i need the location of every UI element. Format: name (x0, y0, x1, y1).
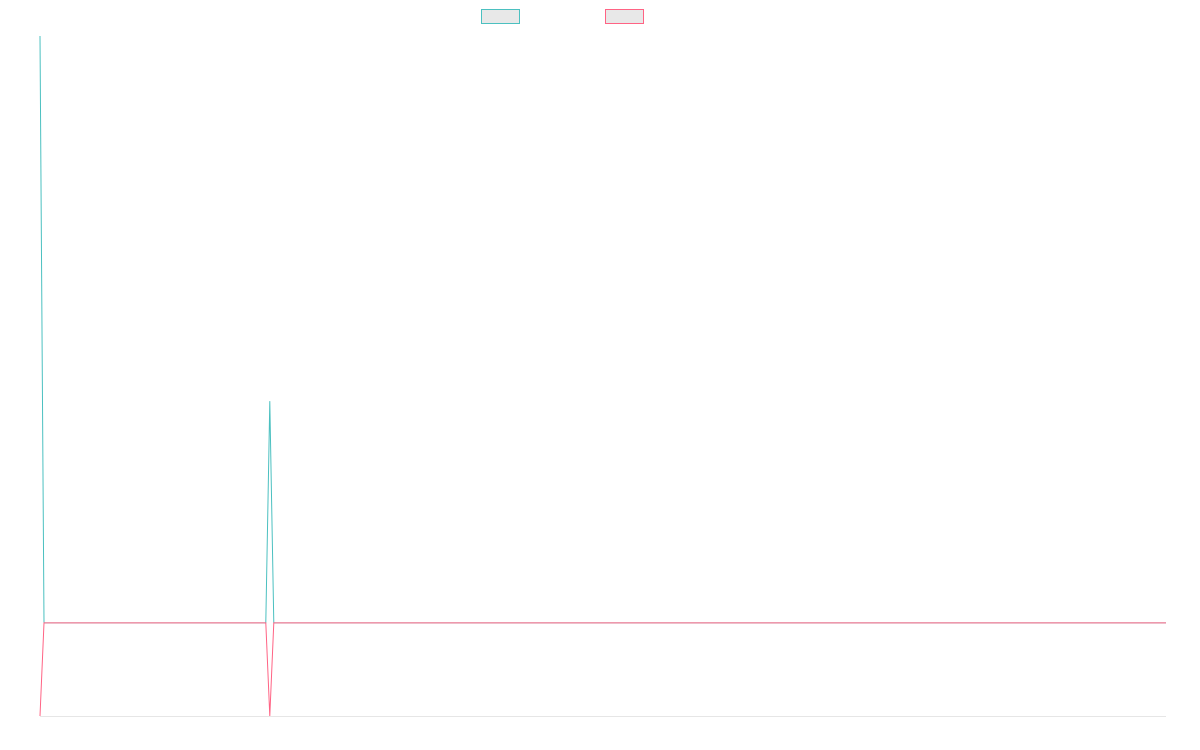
series-line-2 (39, 622, 1166, 717)
series-line-1 (39, 35, 1166, 624)
chart-legend (0, 9, 1200, 27)
legend-swatch-series-2[interactable] (605, 9, 644, 24)
legend-swatch-series-1[interactable] (481, 9, 520, 24)
